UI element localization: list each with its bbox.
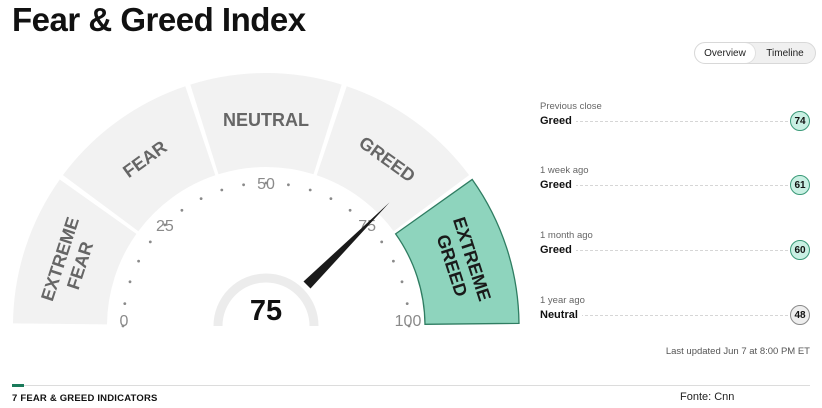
gauge-zone — [394, 178, 520, 325]
history-rating: Greed — [540, 244, 576, 256]
gauge-hub — [213, 273, 319, 327]
history-period: 1 week ago — [540, 165, 589, 176]
scale-dot — [137, 259, 141, 263]
gauge-zone — [190, 73, 342, 175]
scale-dot — [180, 208, 184, 212]
gauge-value: 75 — [250, 295, 282, 327]
gauge-zone-label: NEUTRAL — [223, 110, 309, 130]
page-title: Fear & Greed Index — [12, 1, 306, 38]
history-leader-line — [540, 315, 788, 316]
tab-timeline[interactable]: Timeline — [766, 47, 804, 59]
view-toggle: Overview Timeline — [694, 42, 816, 64]
gauge-needle — [303, 202, 390, 289]
gauge-zone — [316, 86, 470, 232]
source-credit: Fonte: Cnn — [680, 391, 735, 403]
gauge-zone — [62, 86, 216, 232]
section-divider — [12, 385, 810, 386]
scale-dot — [163, 223, 167, 227]
scale-dot — [380, 240, 384, 244]
gauge-zone — [13, 179, 137, 325]
history-row: Previous close Greed 74 — [540, 101, 810, 135]
history-rating: Neutral — [540, 309, 582, 321]
scale-dot — [392, 259, 395, 263]
history-value-badge: 61 — [790, 175, 810, 195]
history-leader-line — [540, 121, 788, 122]
scale-dot — [148, 240, 152, 244]
tab-overview[interactable]: Overview — [695, 43, 755, 63]
scale-dot — [242, 183, 246, 187]
scale-dot — [329, 197, 333, 201]
history-row: 1 week ago Greed 61 — [540, 165, 810, 199]
fear-greed-gauge: EXTREMEFEARFEARNEUTRALGREEDEXTREMEGREED … — [13, 73, 520, 330]
scale-dot — [400, 280, 404, 284]
history-leader-line — [540, 250, 788, 251]
history-rating: Greed — [540, 115, 576, 127]
gauge-scale-label: 50 — [257, 176, 275, 193]
scale-dot — [308, 188, 312, 192]
history-value-badge: 74 — [790, 111, 810, 131]
scale-dot — [407, 324, 411, 328]
scale-dot — [348, 208, 352, 212]
history-leader-line — [540, 185, 788, 186]
section-accent — [12, 384, 24, 387]
last-updated: Last updated Jun 7 at 8:00 PM ET — [665, 346, 810, 357]
scale-dot — [123, 302, 127, 305]
scale-dot — [405, 302, 409, 305]
history-period: 1 month ago — [540, 230, 593, 241]
history-row: 1 month ago Greed 60 — [540, 230, 810, 264]
scale-dot — [287, 183, 290, 187]
gauge-scale-label: 100 — [395, 313, 422, 330]
history-row: 1 year ago Neutral 48 — [540, 295, 810, 329]
history-rating: Greed — [540, 179, 576, 191]
scale-dot — [264, 181, 268, 185]
history-period: 1 year ago — [540, 295, 585, 306]
indicators-heading: 7 FEAR & GREED INDICATORS — [12, 393, 158, 404]
scale-dot — [121, 324, 125, 328]
gauge-scale-label: 0 — [120, 313, 129, 330]
history-value-badge: 60 — [790, 240, 810, 260]
gauge-scale-label: 25 — [156, 218, 174, 235]
history-value-badge: 48 — [790, 305, 810, 325]
scale-dot — [128, 280, 132, 284]
scale-dot — [220, 188, 224, 192]
history-period: Previous close — [540, 101, 602, 112]
scale-dot — [199, 197, 203, 201]
